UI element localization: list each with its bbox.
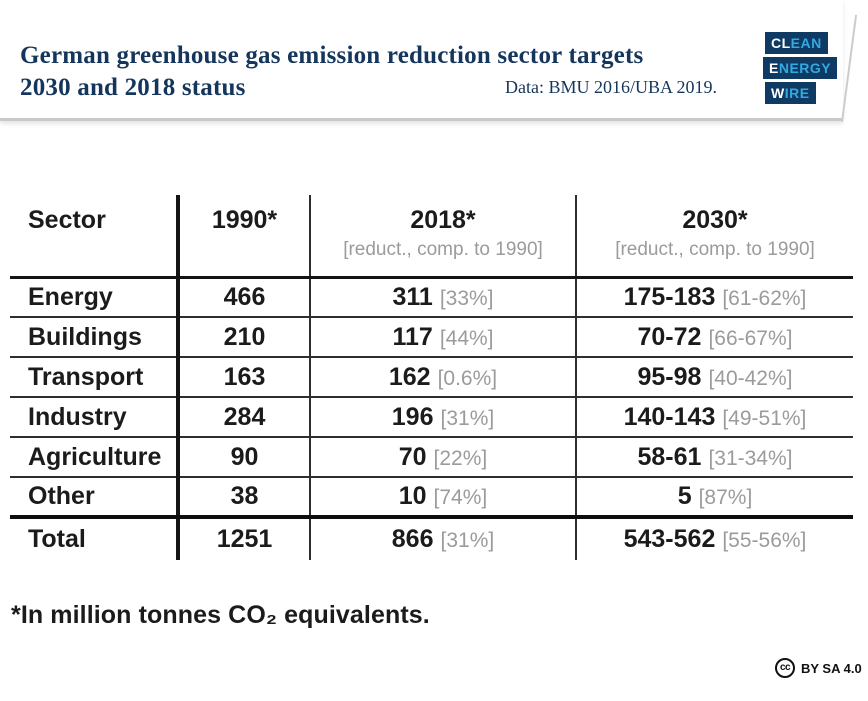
total-1990: 1251 xyxy=(178,517,311,560)
value-1990: 90 xyxy=(178,437,311,478)
total-2030-reduction: [55-56%] xyxy=(722,529,807,552)
column-header-1990-label: 1990* xyxy=(211,206,278,234)
license-badge: cc BY SA 4.0 xyxy=(775,658,862,678)
total-2030: 543-562 [55-56%] xyxy=(576,517,853,560)
table-row-transport: Transport 163 162 [0.6%] 95-98 [40-42%] xyxy=(10,357,853,398)
value-1990: 210 xyxy=(178,317,311,358)
total-2018: 866 [31%] xyxy=(310,517,577,560)
value-2018-reduction: [31%] xyxy=(440,406,495,430)
value-2030-reduction: [87%] xyxy=(698,486,753,509)
column-header-2030-label: 2030* xyxy=(682,206,748,234)
table-row-total: Total 1251 866 [31%] 543-562 [55-56%] xyxy=(10,517,853,560)
page-title-line1: German greenhouse gas emission reduction… xyxy=(20,42,644,69)
value-2018-amount: 10 xyxy=(398,482,427,510)
sector-label: Buildings xyxy=(10,317,180,358)
units-footnote: *In million tonnes CO₂ equivalents. xyxy=(11,601,430,629)
value-2030-reduction: [66-67%] xyxy=(708,326,793,350)
value-2030-amount: 175-183 xyxy=(623,282,716,311)
value-2030-reduction: [61-62%] xyxy=(722,286,807,310)
value-2030-amount: 95-98 xyxy=(637,362,702,391)
total-label: Total xyxy=(10,517,180,560)
value-1990: 38 xyxy=(178,477,311,519)
creative-commons-icon: cc xyxy=(775,658,795,678)
column-header-2018-label: 2018* xyxy=(410,206,476,234)
value-2018-amount: 311 xyxy=(392,282,433,311)
column-header-2030-subtitle: [reduct., comp. to 1990] xyxy=(615,239,815,260)
logo-word-energy-blue: NERGY xyxy=(778,60,832,76)
column-header-sector: Sector xyxy=(10,195,180,279)
sector-label: Other xyxy=(10,477,180,519)
value-2030: 175-183 [61-62%] xyxy=(576,277,853,318)
value-2018: 196 [31%] xyxy=(310,397,577,438)
logo-word-wire: WIRE xyxy=(765,82,816,104)
table-header-row: Sector 1990* 2018* [reduct., comp. to 19… xyxy=(10,195,853,279)
value-2030-amount: 140-143 xyxy=(623,402,716,431)
value-2018-amount: 196 xyxy=(391,402,434,431)
value-2030: 5 [87%] xyxy=(576,477,853,519)
clean-energy-wire-logo: CLEAN ENERGY WIRE xyxy=(763,32,838,107)
logo-word-clean: CLEAN xyxy=(765,32,828,54)
total-2030-amount: 543-562 xyxy=(623,525,716,553)
value-2030: 58-61 [31-34%] xyxy=(576,437,853,478)
license-label: BY SA 4.0 xyxy=(801,660,862,676)
table-row-industry: Industry 284 196 [31%] 140-143 [49-51%] xyxy=(10,397,853,438)
sector-label: Industry xyxy=(10,397,180,438)
logo-word-clean-white: CL xyxy=(771,35,791,51)
column-header-2018: 2018* [reduct., comp. to 1990] xyxy=(310,195,577,279)
logo-word-energy: ENERGY xyxy=(763,57,838,79)
value-2030-reduction: [40-42%] xyxy=(708,366,793,390)
table-row-energy: Energy 466 311 [33%] 175-183 [61-62%] xyxy=(10,277,853,318)
value-2030-amount: 5 xyxy=(677,482,692,510)
value-2030-amount: 70-72 xyxy=(637,322,702,351)
logo-word-energy-white: E xyxy=(769,60,779,76)
logo-word-wire-white: W xyxy=(771,85,785,101)
page-title-line2: 2030 and 2018 status xyxy=(20,74,246,101)
value-1990: 163 xyxy=(178,357,311,398)
value-2030: 95-98 [40-42%] xyxy=(576,357,853,398)
value-2018-amount: 117 xyxy=(392,322,433,351)
value-1990: 466 xyxy=(178,277,311,318)
value-2030: 70-72 [66-67%] xyxy=(576,317,853,358)
value-2030: 140-143 [49-51%] xyxy=(576,397,853,438)
value-2018-amount: 70 xyxy=(398,442,427,471)
data-source-note: Data: BMU 2016/UBA 2019. xyxy=(505,77,718,97)
logo-word-clean-blue: EAN xyxy=(790,35,822,51)
emissions-table: Sector 1990* 2018* [reduct., comp. to 19… xyxy=(10,195,853,560)
value-2018: 70 [22%] xyxy=(310,437,577,478)
value-2018-amount: 162 xyxy=(388,362,431,391)
total-2018-amount: 866 xyxy=(391,525,434,553)
column-header-2030: 2030* [reduct., comp. to 1990] xyxy=(576,195,853,279)
value-2030-reduction: [31-34%] xyxy=(708,446,793,470)
value-1990: 284 xyxy=(178,397,311,438)
value-2018: 117 [44%] xyxy=(310,317,577,358)
header-banner: German greenhouse gas emission reduction… xyxy=(0,0,843,121)
value-2018: 10 [74%] xyxy=(310,477,577,519)
logo-word-wire-blue: IRE xyxy=(784,85,810,101)
column-header-1990: 1990* xyxy=(178,195,311,279)
value-2030-amount: 58-61 xyxy=(637,442,702,471)
value-2018-reduction: [33%] xyxy=(439,286,494,310)
table-row-buildings: Buildings 210 117 [44%] 70-72 [66-67%] xyxy=(10,317,853,358)
sector-label: Energy xyxy=(10,277,180,318)
value-2018: 162 [0.6%] xyxy=(310,357,577,398)
value-2018-reduction: [74%] xyxy=(433,486,488,509)
value-2030-reduction: [49-51%] xyxy=(722,406,807,430)
table-row-agriculture: Agriculture 90 70 [22%] 58-61 [31-34%] xyxy=(10,437,853,478)
value-2018-reduction: [22%] xyxy=(433,446,488,470)
value-2018-reduction: [44%] xyxy=(439,326,494,350)
sector-label: Transport xyxy=(10,357,180,398)
value-2018-reduction: [0.6%] xyxy=(437,366,498,390)
header-diagonal-edge xyxy=(841,14,858,123)
table-row-other: Other 38 10 [74%] 5 [87%] xyxy=(10,477,853,519)
page-title: German greenhouse gas emission reduction… xyxy=(20,40,643,104)
value-2018: 311 [33%] xyxy=(310,277,577,318)
column-header-sector-label: Sector xyxy=(28,206,106,234)
total-2018-reduction: [31%] xyxy=(440,529,495,552)
sector-label: Agriculture xyxy=(10,437,180,478)
column-header-2018-subtitle: [reduct., comp. to 1990] xyxy=(343,239,543,260)
